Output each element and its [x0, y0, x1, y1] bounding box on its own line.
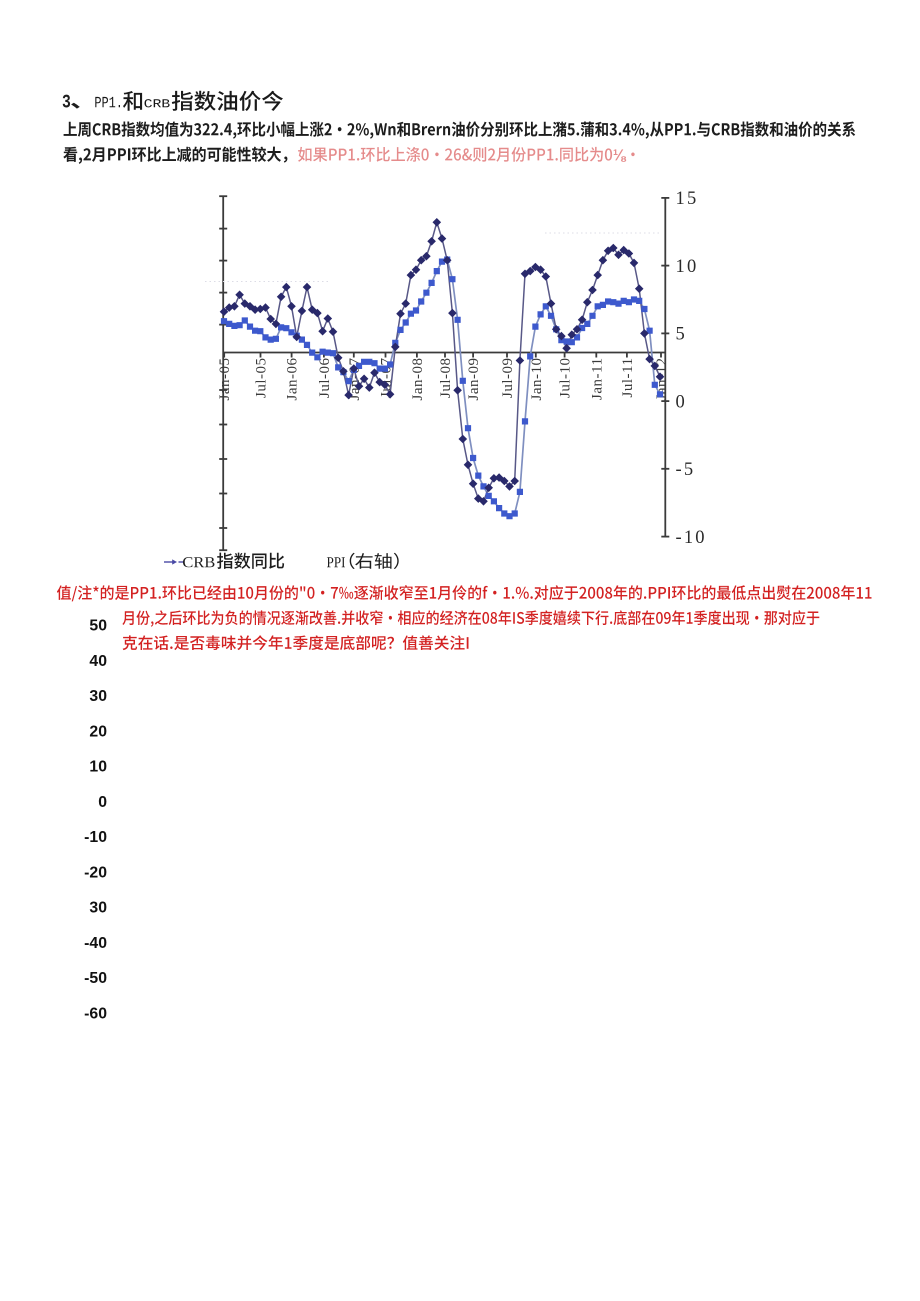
svg-text:15: 15	[676, 189, 699, 209]
svg-text:Jul-06: Jul-06	[317, 358, 333, 399]
svg-text:-10: -10	[84, 829, 107, 846]
svg-text:-10: -10	[676, 528, 707, 548]
svg-text:-50: -50	[84, 970, 107, 987]
svg-text:Jan-11: Jan-11	[589, 358, 605, 400]
svg-text:5: 5	[676, 325, 687, 345]
svg-text:30: 30	[89, 900, 107, 917]
svg-text:-20: -20	[84, 865, 107, 882]
svg-text:10: 10	[676, 257, 699, 277]
svg-text:Jan-08: Jan-08	[410, 358, 426, 401]
svg-text:-40: -40	[84, 935, 107, 952]
svg-text:-5: -5	[676, 460, 696, 480]
svg-text:Jul-09: Jul-09	[500, 358, 516, 399]
svg-text:Jul-11: Jul-11	[620, 358, 636, 398]
svg-text:10: 10	[89, 759, 107, 776]
svg-text:-60: -60	[84, 1006, 107, 1023]
svg-text:Jan-09: Jan-09	[466, 358, 482, 401]
svg-text:Jan-05: Jan-05	[217, 358, 233, 401]
svg-text:0: 0	[676, 392, 687, 412]
svg-text:50: 50	[89, 618, 107, 635]
svg-text:40: 40	[89, 653, 107, 670]
svg-text:Jul-10: Jul-10	[558, 358, 574, 399]
svg-text:20: 20	[89, 724, 107, 741]
svg-text:0: 0	[98, 794, 107, 811]
svg-text:30: 30	[89, 688, 107, 705]
svg-text:Jan-06: Jan-06	[285, 358, 301, 401]
svg-text:Jul-08: Jul-08	[438, 358, 454, 399]
svg-text:Jan-10: Jan-10	[529, 358, 545, 401]
svg-text:Jul-05: Jul-05	[254, 358, 270, 399]
